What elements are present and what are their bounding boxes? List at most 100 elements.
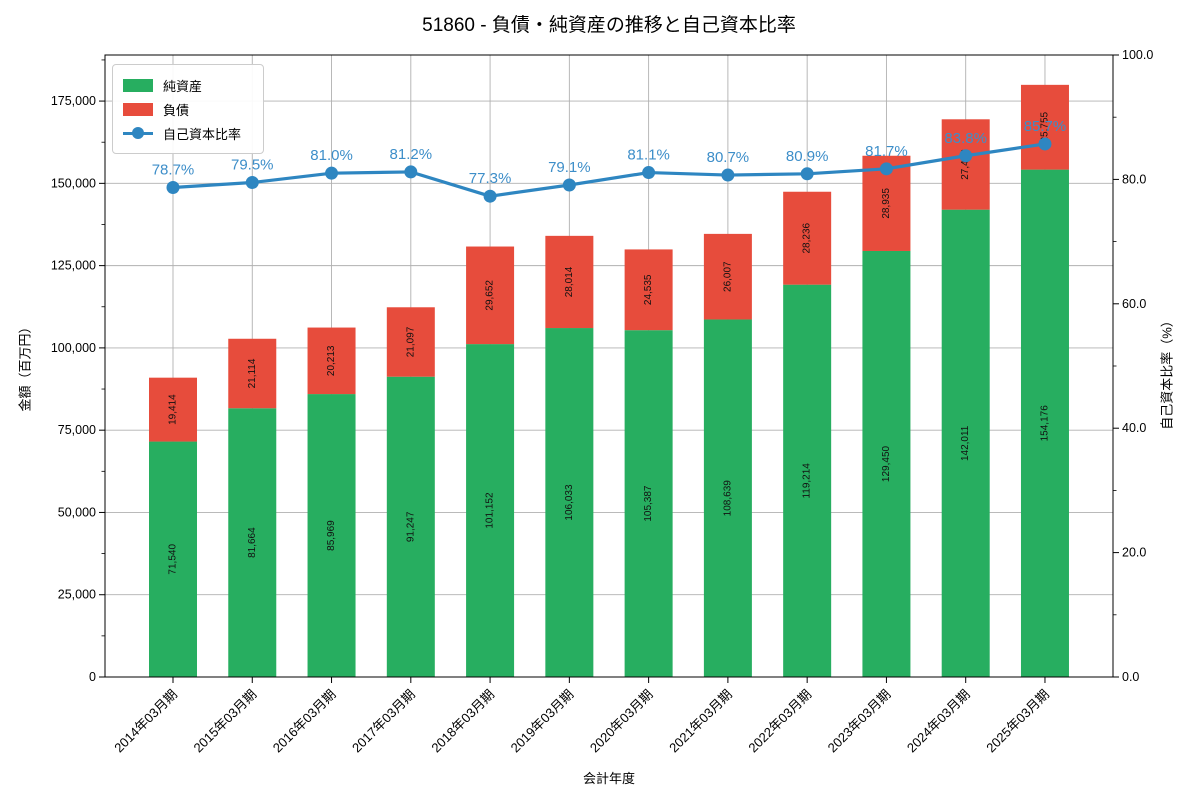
bar-segment-equity (624, 330, 673, 677)
bar-value-label-debt: 25,755 (1039, 111, 1050, 142)
bar-segment-equity (1020, 169, 1069, 678)
ratio-line-icon (123, 126, 153, 140)
ratio-value-label: 79.5% (231, 157, 274, 174)
y-left-tick-label: 0 (89, 670, 96, 684)
y-left-tick-label: 100,000 (51, 341, 96, 355)
x-tick-label: 2025年03月期 (983, 687, 1052, 756)
ratio-value-label: 79.1% (548, 159, 591, 176)
ratio-value-label: 81.0% (310, 147, 353, 164)
bar-value-label-equity: 105,387 (643, 485, 654, 522)
bar-segment-equity (783, 284, 832, 677)
bar-segment-debt (307, 327, 356, 395)
bar-value-label-debt: 29,652 (485, 280, 496, 311)
bar-segment-debt (149, 377, 197, 442)
x-tick-label: 2017年03月期 (349, 687, 418, 756)
y-left-tick-label: 125,000 (51, 259, 96, 273)
y-left-tick-label: 175,000 (51, 94, 96, 108)
bar-value-label-equity: 101,152 (485, 492, 496, 529)
legend-label-debt: 負債 (163, 102, 190, 118)
bar-value-label-equity: 81,664 (247, 527, 258, 558)
ratio-marker (245, 176, 259, 190)
bar-value-label-debt: 24,535 (643, 274, 654, 305)
bar-value-label-debt: 21,097 (405, 326, 416, 357)
legend-item-equity: 純資産 (123, 73, 253, 97)
legend-label-equity: 純資産 (163, 78, 203, 94)
bar-value-label-equity: 71,540 (168, 544, 179, 575)
ratio-value-label: 78.7% (152, 161, 195, 178)
bar-segment-equity (545, 328, 594, 677)
bar-value-label-equity: 108,639 (722, 480, 733, 517)
bar-value-label-debt: 19,414 (168, 394, 179, 425)
legend-item-ratio: 自己資本比率 (123, 121, 253, 145)
bar-segment-debt (941, 119, 990, 210)
x-tick-label: 2024年03月期 (904, 687, 973, 756)
y-left-tick-label: 75,000 (58, 423, 96, 437)
bar-segment-equity (941, 209, 990, 677)
bar-value-label-equity: 91,247 (405, 511, 416, 542)
bar-segment-debt (1020, 84, 1069, 170)
x-tick-label: 2020年03月期 (587, 687, 656, 756)
bars: 71,540 19,414 81,664 21,114 85,969 20,213 91,2… (149, 84, 1069, 678)
x-tick-label: 2019年03月期 (508, 687, 577, 756)
ratio-marker (800, 167, 814, 181)
debt-swatch-icon (123, 102, 153, 116)
bar-value-label-equity: 106,033 (564, 484, 575, 521)
bar-segment-debt (386, 307, 435, 377)
x-tick-label: 2018年03月期 (428, 687, 497, 756)
chart-title: 51860 - 負債・純資産の推移と自己資本比率 (422, 15, 796, 36)
y-axis-right-title: 自己資本比率（%） (1159, 314, 1175, 430)
bar-value-label-equity: 129,450 (881, 445, 892, 482)
bar-segment-debt (624, 249, 673, 331)
x-axis-title: 会計年度 (582, 771, 636, 786)
ratio-value-label: 77.3% (469, 170, 512, 187)
ratio-marker (1038, 137, 1052, 151)
bar-value-label-debt: 20,213 (326, 345, 337, 376)
ratio-marker (879, 162, 893, 176)
x-tick-label: 2014年03月期 (111, 687, 180, 756)
bar-segment-equity (862, 250, 911, 677)
bar-value-label-debt: 28,935 (881, 188, 892, 219)
bar-value-label-equity: 119,214 (802, 463, 813, 499)
ratio-marker (642, 166, 656, 180)
equity-swatch-icon (123, 78, 153, 92)
ratio-value-label: 80.9% (786, 148, 829, 165)
legend-item-debt: 負債 (123, 97, 253, 121)
ratio-marker (959, 149, 973, 163)
ratio-line (172, 142, 1046, 198)
bar-value-label-debt: 26,007 (722, 261, 733, 292)
bar-segment-equity (149, 441, 197, 677)
bar-segment-debt (545, 235, 594, 329)
y-right-tick-label: 20.0 (1122, 546, 1146, 560)
y-left-tick-label: 50,000 (58, 505, 96, 519)
ratio-marker (166, 180, 180, 194)
bar-segment-debt (703, 233, 752, 320)
y-right-tick-label: 0.0 (1122, 670, 1139, 684)
bar-segment-equity (703, 319, 752, 677)
y-right-tick-label: 80.0 (1122, 172, 1146, 186)
ratio-marker (562, 178, 576, 192)
x-tick-label: 2016年03月期 (270, 687, 339, 756)
bar-segment-equity (307, 394, 356, 677)
bar-value-label-equity: 142,011 (960, 425, 971, 461)
ratio-value-label: 83.8% (944, 130, 987, 147)
bar-value-label-debt: 28,014 (564, 266, 575, 297)
bar-value-label-debt: 27,453 (960, 149, 971, 180)
bar-value-label-equity: 85,969 (326, 520, 337, 551)
bar-segment-equity (228, 408, 277, 677)
ratio-line-series: 78.7% 79.5% 81.0% 81.2% 77.3% 79.1% 81.1% 80.7%… (152, 118, 1066, 203)
x-tick-label: 2023年03月期 (825, 687, 894, 756)
legend-label-ratio: 自己資本比率 (163, 126, 242, 142)
bar-segment-debt (466, 246, 515, 345)
bar-segment-debt (783, 191, 832, 285)
ratio-marker (721, 168, 735, 182)
ratio-value-label: 81.2% (390, 146, 433, 163)
y-right-tick-label: 60.0 (1122, 297, 1146, 311)
y-left-tick-label: 25,000 (58, 588, 96, 602)
bar-value-label-debt: 21,114 (247, 358, 258, 388)
bar-segment-equity (466, 344, 515, 677)
bar-value-label-equity: 154,176 (1039, 405, 1050, 442)
ratio-value-label: 80.7% (707, 149, 750, 166)
x-tick-label: 2015年03月期 (191, 687, 260, 756)
